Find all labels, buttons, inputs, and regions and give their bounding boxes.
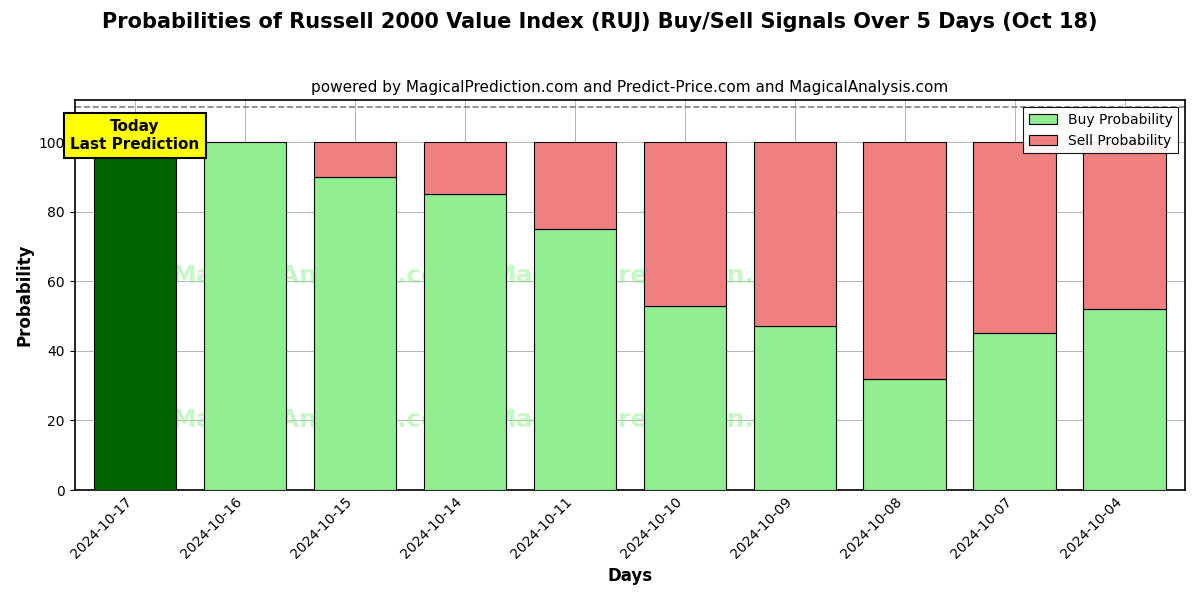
Bar bbox=[534, 229, 616, 490]
Bar bbox=[754, 326, 836, 490]
Bar bbox=[864, 142, 946, 379]
Legend: Buy Probability, Sell Probability: Buy Probability, Sell Probability bbox=[1024, 107, 1178, 154]
Text: MagicalPrediction.com: MagicalPrediction.com bbox=[492, 408, 812, 432]
Bar bbox=[204, 142, 287, 490]
Text: MagicalPrediction.com: MagicalPrediction.com bbox=[492, 263, 812, 287]
X-axis label: Days: Days bbox=[607, 567, 653, 585]
Text: MagicalAnalysis.com: MagicalAnalysis.com bbox=[172, 408, 466, 432]
Bar bbox=[534, 142, 616, 229]
Bar bbox=[864, 379, 946, 490]
Bar bbox=[754, 142, 836, 326]
Bar bbox=[424, 194, 506, 490]
Bar bbox=[1084, 309, 1165, 490]
Bar bbox=[94, 142, 176, 490]
Text: Today
Last Prediction: Today Last Prediction bbox=[71, 119, 199, 152]
Title: powered by MagicalPrediction.com and Predict-Price.com and MagicalAnalysis.com: powered by MagicalPrediction.com and Pre… bbox=[311, 80, 948, 95]
Bar bbox=[973, 142, 1056, 334]
Bar bbox=[1084, 142, 1165, 309]
Y-axis label: Probability: Probability bbox=[16, 244, 34, 346]
Text: MagicalAnalysis.com: MagicalAnalysis.com bbox=[172, 263, 466, 287]
Bar bbox=[313, 177, 396, 490]
Bar bbox=[973, 334, 1056, 490]
Bar bbox=[313, 142, 396, 177]
Bar bbox=[424, 142, 506, 194]
Bar bbox=[643, 305, 726, 490]
Text: Probabilities of Russell 2000 Value Index (RUJ) Buy/Sell Signals Over 5 Days (Oc: Probabilities of Russell 2000 Value Inde… bbox=[102, 12, 1098, 32]
Bar bbox=[643, 142, 726, 305]
